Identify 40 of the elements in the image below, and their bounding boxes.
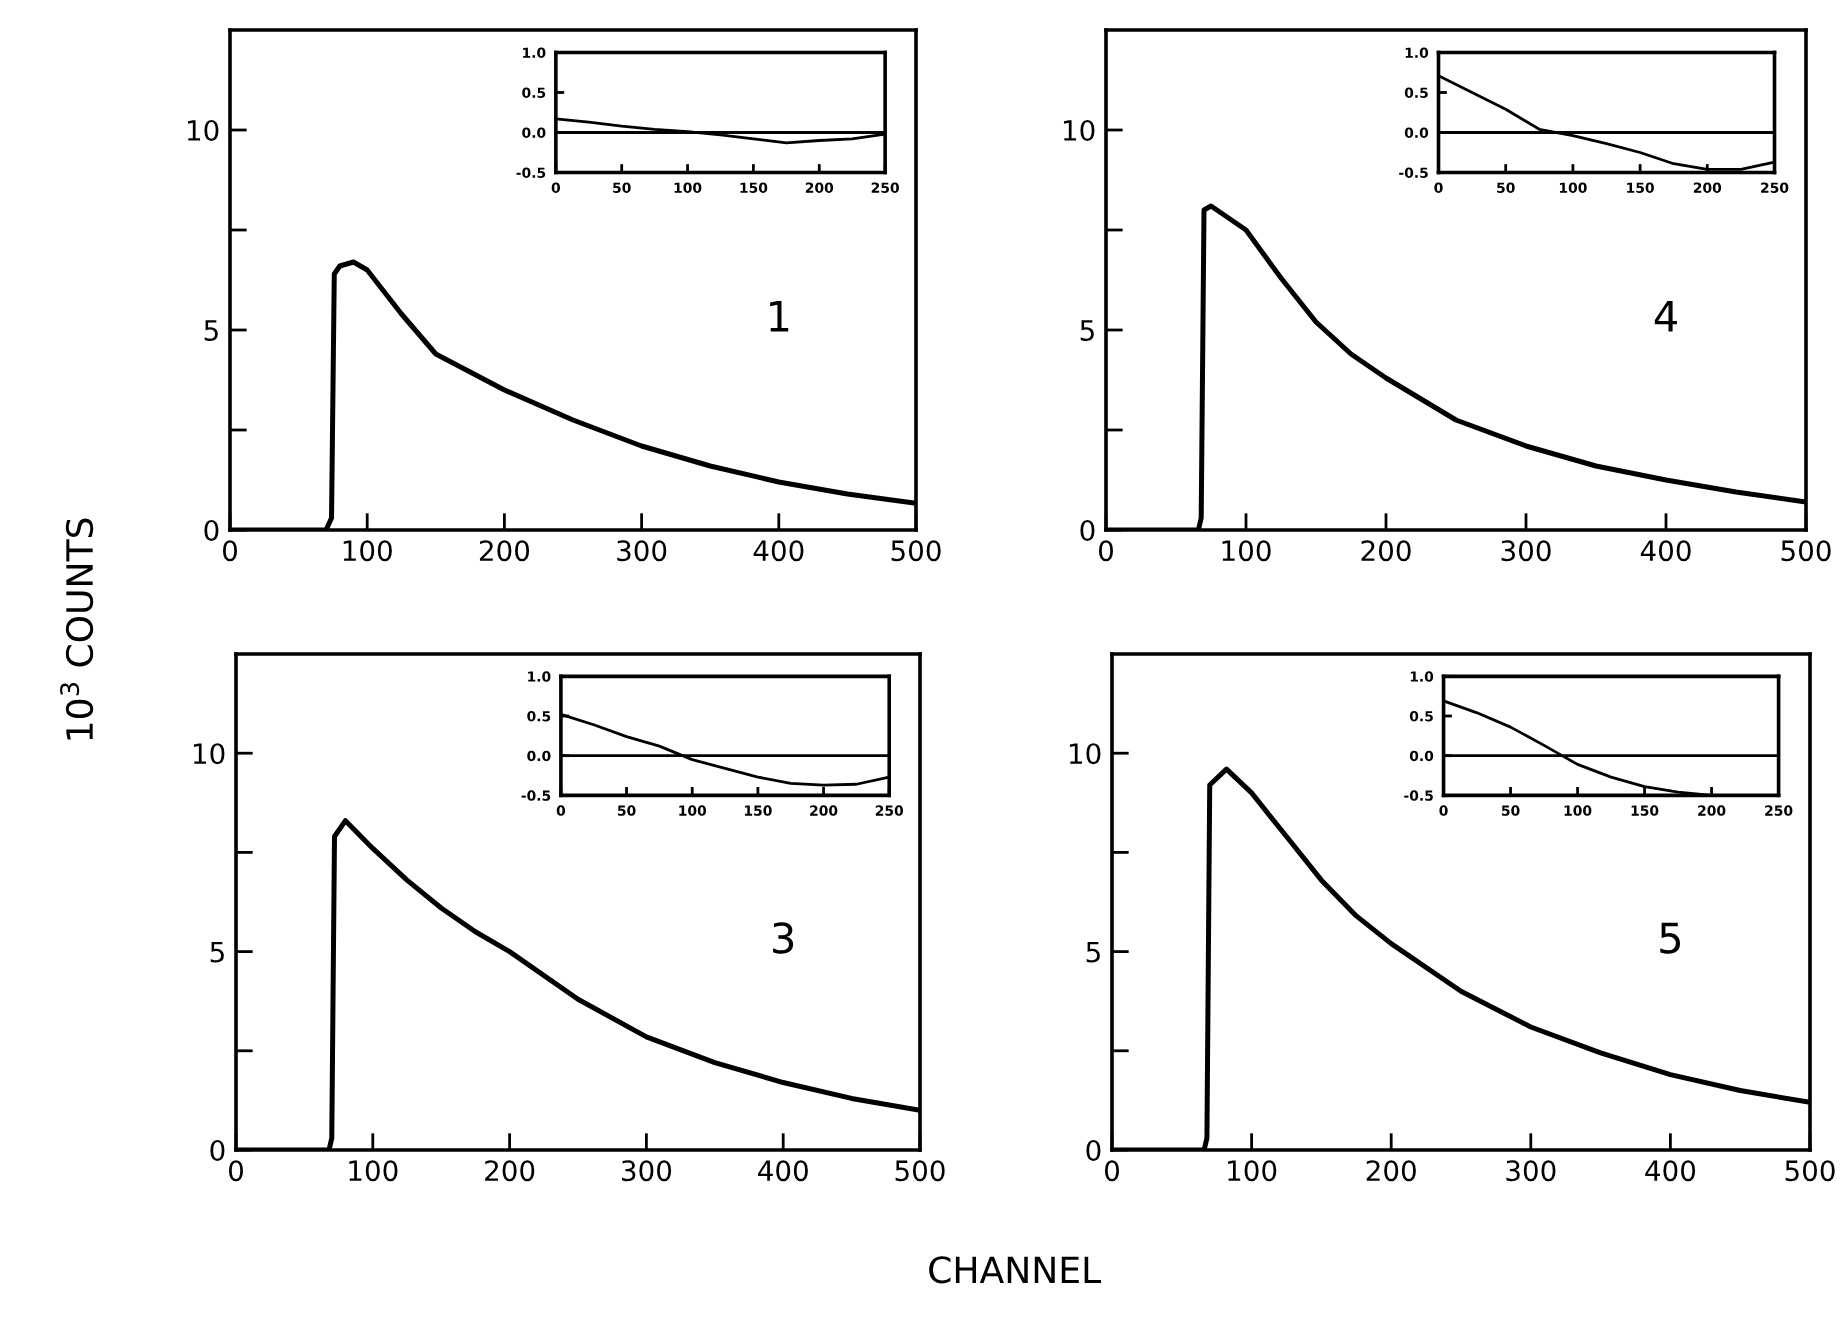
- x-tick-label: 100: [1222, 540, 1271, 562]
- x-tick-label: 500: [1781, 540, 1831, 562]
- x-tick-label: 100: [1228, 1160, 1277, 1182]
- annotation: 5: [1660, 922, 1681, 954]
- x-tick-label: 400: [1645, 1160, 1696, 1182]
- x-tick-label: 0: [1104, 1160, 1119, 1182]
- y-axis-title: 10$^{3}$ COUNTS: [60, 518, 94, 740]
- x-tick-label: 200: [1361, 540, 1411, 562]
- y-tick-label: 5: [1086, 941, 1100, 963]
- x-axis-title: CHANNEL: [929, 1256, 1102, 1284]
- y-tick-label: 10: [187, 119, 219, 141]
- annotation: 1: [770, 301, 789, 332]
- x-tick-label: 200: [485, 1160, 535, 1182]
- x-tick-label: 400: [1640, 540, 1691, 562]
- y-tick-label: 10: [193, 743, 225, 765]
- y-tick-label: 0: [204, 519, 219, 541]
- x-tick-label: 100: [343, 540, 392, 562]
- x-tick-label: 400: [753, 540, 804, 562]
- x-tick-label: 0: [228, 1160, 243, 1182]
- x-tick-label: 300: [617, 540, 667, 562]
- x-tick-label: 500: [891, 540, 941, 562]
- y-tick-label: 0: [1086, 1139, 1101, 1161]
- y-tick-label: 10: [1069, 743, 1101, 765]
- x-tick-label: 500: [1785, 1160, 1835, 1182]
- x-tick-label: 200: [1366, 1160, 1416, 1182]
- annotation: 3: [773, 922, 794, 954]
- y-tick-label: 5: [210, 941, 224, 963]
- x-tick-label: 300: [1506, 1160, 1556, 1182]
- y-tick-label: 10: [1063, 119, 1095, 141]
- y-tick-label: 0: [1080, 519, 1095, 541]
- annotation: 4: [1654, 301, 1677, 332]
- x-tick-label: 300: [1501, 540, 1551, 562]
- x-tick-label: 200: [479, 540, 530, 562]
- y-tick-label: 5: [204, 320, 218, 341]
- x-tick-label: 400: [758, 1160, 808, 1182]
- y-tick-label: 0: [210, 1139, 225, 1161]
- x-tick-label: 100: [349, 1160, 398, 1182]
- x-tick-label: 300: [622, 1160, 672, 1182]
- y-tick-label: 5: [1080, 320, 1094, 341]
- x-tick-label: 500: [895, 1160, 945, 1182]
